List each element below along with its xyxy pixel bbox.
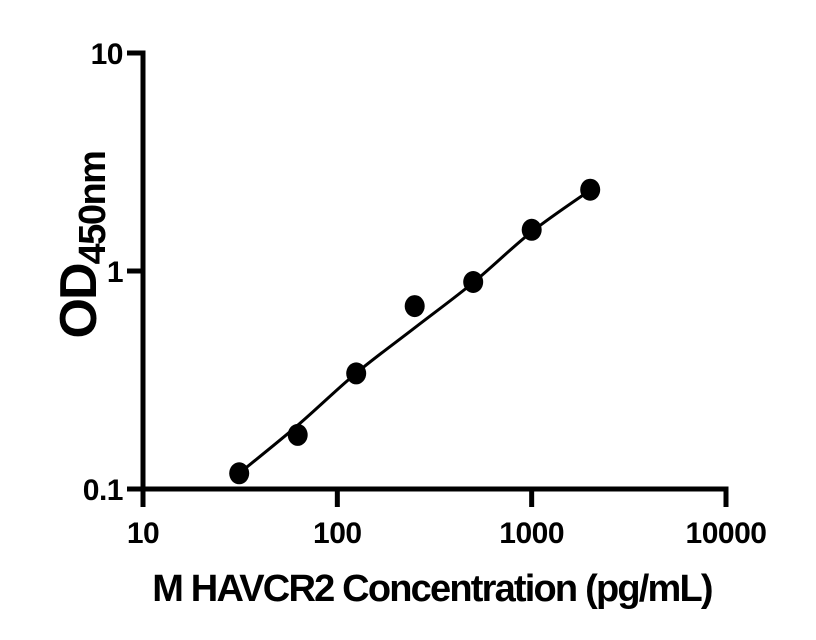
y-tick-label: 10 (91, 38, 123, 71)
x-tick-label: 10000 (686, 517, 767, 550)
data-point (463, 271, 484, 293)
y-axis-title-main: OD (50, 264, 108, 338)
y-tick-label: 1 (107, 256, 123, 289)
y-axis-title: OD450nm (50, 152, 114, 339)
x-tick-label: 10 (127, 517, 159, 550)
y-axis-tick-labels: 0.1 1 10 (83, 38, 124, 507)
x-axis-tick-labels: 10 100 1000 10000 (127, 517, 767, 550)
x-axis-ticks (140, 489, 729, 507)
data-point (229, 462, 250, 485)
y-axis-ticks (127, 50, 143, 492)
data-point (580, 178, 601, 201)
data-point (404, 295, 425, 318)
y-axis-title-subscript: 450nm (72, 152, 114, 265)
x-axis-title: M HAVCR2 Concentration (pg/mL) (152, 568, 712, 610)
x-tick-label: 1000 (499, 517, 564, 550)
data-point (346, 362, 367, 385)
data-point (287, 423, 308, 446)
axis-lines (140, 50, 729, 492)
data-point (521, 218, 542, 241)
data-points (229, 178, 601, 485)
y-tick-label: 0.1 (83, 474, 123, 507)
x-tick-label: 100 (313, 517, 362, 550)
axes (140, 50, 729, 492)
